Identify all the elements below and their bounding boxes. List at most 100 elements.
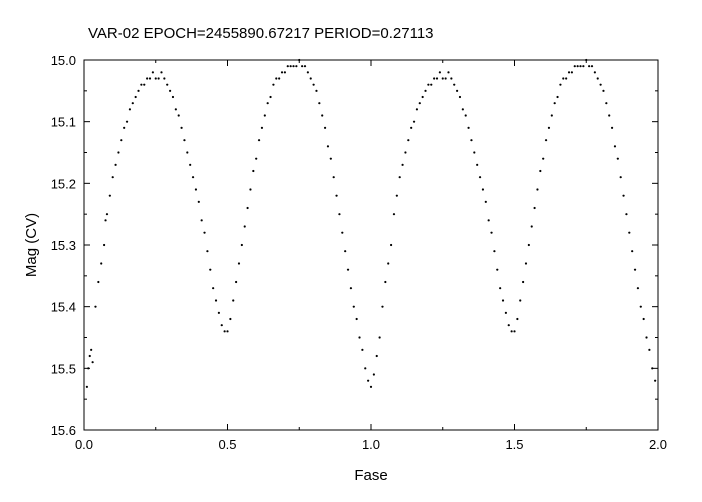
x-tick-label: 1.0	[362, 437, 380, 452]
data-point	[105, 213, 109, 216]
data-point	[654, 379, 657, 382]
data-point	[499, 287, 502, 290]
data-point	[424, 89, 427, 92]
data-point	[507, 324, 510, 327]
data-point	[389, 243, 393, 247]
data-point	[206, 250, 209, 253]
data-point	[260, 126, 264, 129]
data-point	[235, 280, 238, 284]
data-point	[269, 95, 272, 99]
data-point	[458, 95, 462, 99]
data-point	[257, 139, 261, 142]
data-point	[636, 287, 640, 290]
data-point	[596, 77, 599, 80]
data-point	[120, 139, 123, 142]
y-tick-label: 15.1	[51, 115, 76, 130]
chart-title: VAR-02 EPOCH=2455890.67217 PERIOD=0.2711…	[88, 25, 434, 42]
data-point	[464, 114, 467, 117]
data-point	[453, 83, 456, 86]
x-tick-label: 1.5	[505, 437, 523, 452]
data-point	[326, 145, 330, 148]
data-point	[522, 280, 525, 284]
data-point	[174, 108, 177, 111]
data-point	[639, 305, 642, 308]
data-point	[367, 379, 370, 382]
y-tick-label: 15.2	[51, 176, 76, 191]
data-point	[576, 65, 579, 68]
data-point	[252, 169, 255, 173]
data-point	[318, 102, 321, 105]
data-point	[298, 58, 301, 62]
data-point	[91, 361, 94, 364]
data-point	[401, 163, 404, 166]
data-point	[608, 114, 611, 117]
data-point	[87, 367, 90, 370]
x-axis-label: Fase	[354, 467, 387, 484]
data-point	[510, 330, 513, 333]
data-point	[286, 65, 289, 68]
data-point	[481, 188, 485, 191]
data-point	[567, 71, 571, 74]
data-point	[306, 71, 309, 74]
data-point	[616, 157, 619, 160]
data-point	[148, 77, 152, 80]
data-point	[628, 231, 631, 234]
y-axis-label: Mag (CV)	[23, 213, 40, 277]
axis-ticks: 0.0 0.5 1.0 1.5 2.0 15.0 15.1 15.2 15.3 15.4 15.5 1…	[51, 53, 667, 452]
data-point	[323, 126, 327, 129]
data-point	[280, 71, 284, 74]
data-point	[407, 139, 410, 142]
data-point	[212, 287, 215, 290]
y-tick-label: 15.3	[51, 238, 76, 253]
data-point	[355, 317, 358, 321]
data-point	[209, 268, 212, 271]
data-point	[605, 102, 608, 105]
data-point	[421, 95, 424, 99]
data-point	[544, 139, 548, 142]
data-point	[352, 305, 355, 308]
data-point	[246, 206, 249, 210]
data-point	[565, 77, 568, 80]
data-point	[361, 348, 364, 351]
data-point	[470, 139, 473, 142]
data-point	[433, 77, 436, 80]
x-tick-label: 0.5	[218, 437, 236, 452]
data-point	[349, 287, 353, 290]
data-point	[266, 102, 269, 105]
data-point	[295, 65, 298, 68]
data-point	[501, 299, 505, 302]
data-point	[590, 65, 594, 68]
data-point	[217, 311, 220, 314]
data-point	[243, 225, 246, 228]
plot-frame	[83, 59, 659, 431]
data-point	[456, 89, 459, 92]
data-point	[622, 194, 625, 197]
x-tick-label: 0.0	[75, 437, 93, 452]
data-point	[648, 348, 651, 351]
data-point	[151, 71, 154, 74]
data-point	[123, 126, 126, 129]
data-point	[114, 163, 117, 166]
data-point	[125, 120, 129, 123]
data-point	[364, 367, 367, 370]
data-point	[542, 157, 545, 160]
data-point	[427, 83, 430, 86]
data-point	[117, 151, 120, 154]
data-point	[585, 58, 588, 62]
data-point	[237, 262, 241, 265]
data-point	[633, 268, 637, 271]
data-point	[516, 317, 519, 321]
data-point	[194, 188, 198, 191]
data-point	[169, 89, 172, 92]
data-point	[272, 83, 275, 86]
data-point	[593, 71, 596, 74]
data-point	[473, 151, 476, 154]
data-point	[278, 77, 281, 80]
data-point	[220, 324, 223, 327]
data-point	[631, 250, 634, 253]
data-point	[203, 231, 206, 234]
data-point	[143, 83, 146, 86]
data-point	[619, 176, 622, 179]
data-point	[88, 354, 91, 358]
data-point	[579, 65, 582, 68]
